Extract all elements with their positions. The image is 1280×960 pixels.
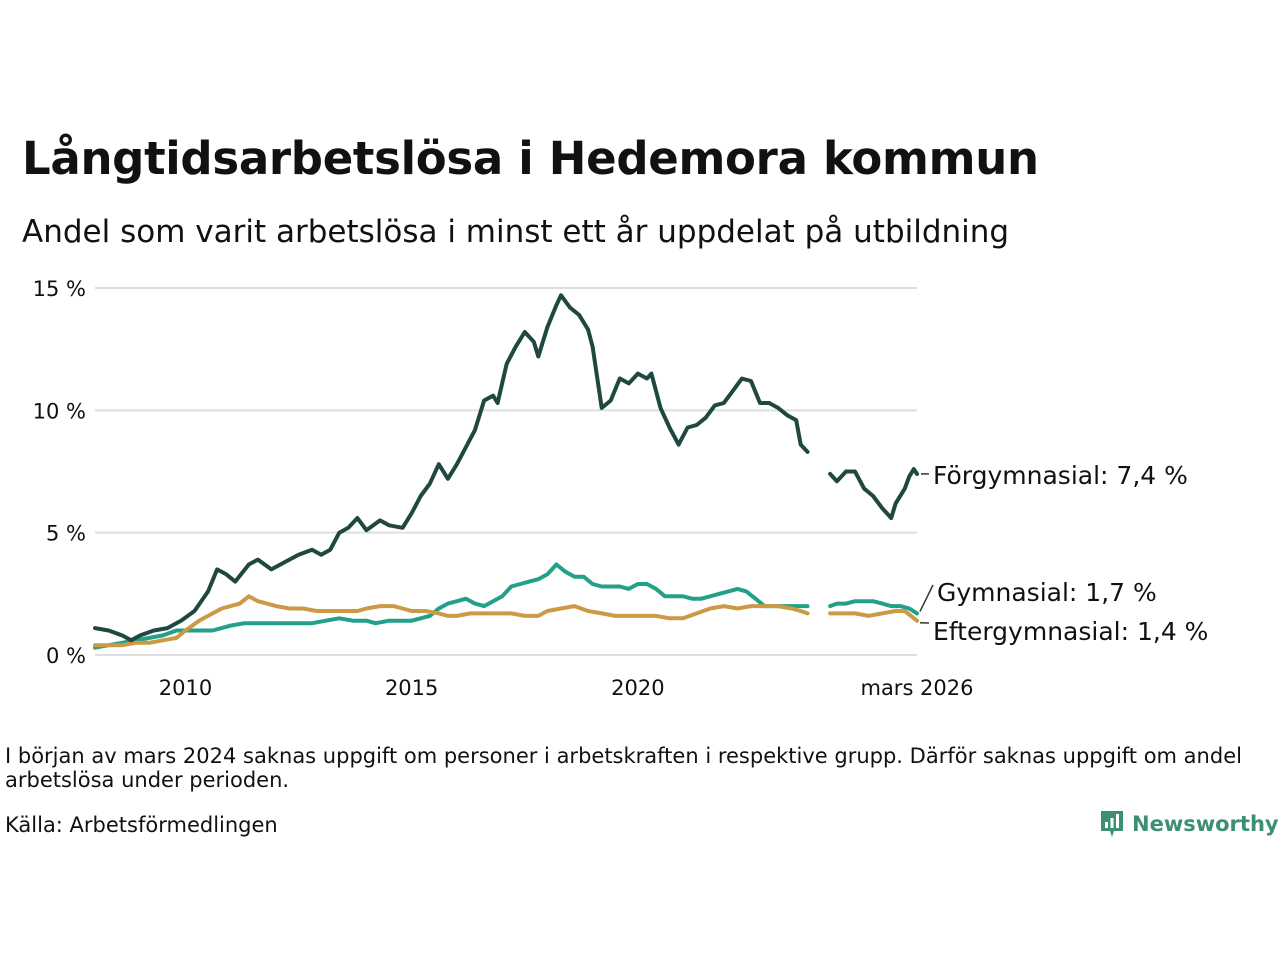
series-label-förgymnasial: Förgymnasial: 7,4 % bbox=[933, 461, 1188, 490]
x-tick-label: 2010 bbox=[159, 676, 212, 700]
y-tick-label: 10 % bbox=[33, 399, 86, 423]
footnote: I början av mars 2024 saknas uppgift om … bbox=[5, 744, 1242, 792]
y-tick-label: 5 % bbox=[46, 522, 86, 546]
newsworthy-wordmark: Newsworthy bbox=[1132, 812, 1279, 836]
series-line-gymnasial bbox=[93, 562, 919, 650]
grid-lines bbox=[95, 287, 917, 656]
y-axis-ticks: 0 % 5 % 10 % 15 % bbox=[33, 277, 86, 668]
series-labels: Förgymnasial: 7,4 % Gymnasial: 1,7 % Efter… bbox=[919, 461, 1208, 646]
page-title: Långtidsarbetslösa i Hedemora kommun bbox=[22, 132, 1039, 185]
newsworthy-chart-icon bbox=[1101, 811, 1123, 837]
series-line-förgymnasial bbox=[93, 293, 919, 643]
y-tick-label: 0 % bbox=[46, 644, 86, 668]
x-tick-label: mars 2026 bbox=[860, 676, 973, 700]
series-label-gymnasial: Gymnasial: 1,7 % bbox=[937, 578, 1157, 607]
series-label-eftergymnasial: Eftergymnasial: 1,4 % bbox=[933, 617, 1208, 646]
series-lines bbox=[93, 293, 919, 650]
x-tick-label: 2020 bbox=[611, 676, 664, 700]
source-credit: Källa: Arbetsförmedlingen bbox=[5, 813, 278, 837]
x-axis-ticks: 2010 2015 2020 mars 2026 bbox=[159, 676, 974, 700]
newsworthy-logo: Newsworthy bbox=[1099, 808, 1279, 840]
page-subtitle: Andel som varit arbetslösa i minst ett å… bbox=[22, 214, 1010, 250]
leader-line bbox=[919, 584, 934, 612]
y-tick-label: 15 % bbox=[33, 277, 86, 301]
x-tick-label: 2015 bbox=[385, 676, 438, 700]
series-line-eftergymnasial bbox=[93, 594, 919, 648]
